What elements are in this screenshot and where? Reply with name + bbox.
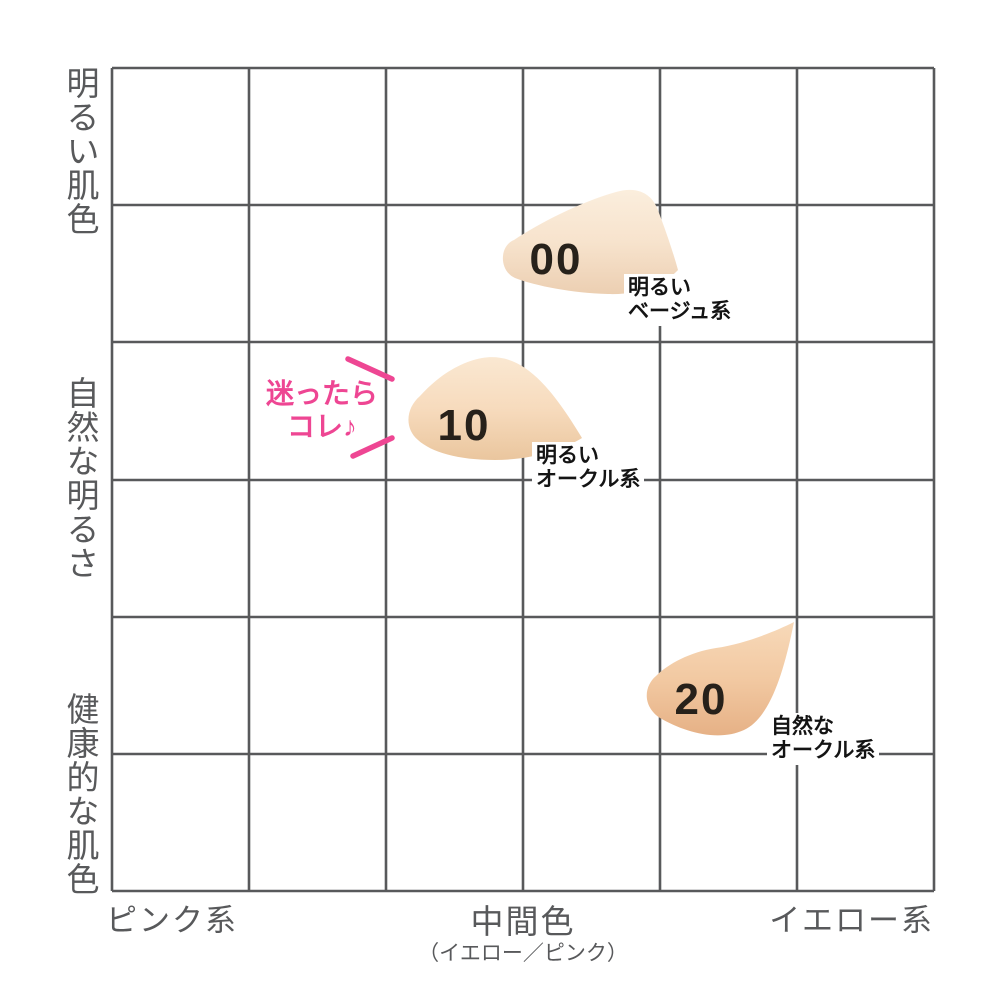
swatch-label-20: 自然な オークル系 xyxy=(767,713,880,765)
swatch-label-10-line1: 明るい xyxy=(536,444,599,467)
annotation-line2: コレ♪ xyxy=(286,411,358,442)
swatch-number-10: 10 xyxy=(437,401,491,450)
swatch-label-10: 明るい オークル系 xyxy=(532,442,645,494)
y-axis-label-healthy-skin: 健康的な肌色 xyxy=(62,692,99,896)
swatch-number-00: 00 xyxy=(529,235,583,284)
x-axis-label-yellow: イエロー系 xyxy=(769,903,934,938)
annotation-stroke-top xyxy=(345,356,395,382)
swatch-label-00-line2: ベージュ系 xyxy=(628,300,732,323)
swatch-smear-00 xyxy=(502,189,678,295)
annotation-stroke-bottom xyxy=(350,435,395,459)
grid-lines xyxy=(110,66,936,893)
swatch-number-20: 20 xyxy=(674,675,728,724)
swatch-label-00-line1: 明るい xyxy=(628,276,691,299)
swatch-label-20-line1: 自然な xyxy=(771,715,834,738)
y-axis-label-bright-skin: 明るい肌色 xyxy=(62,66,99,236)
swatch-label-20-line2: オークル系 xyxy=(771,739,876,762)
swatch-label-00: 明るい ベージュ系 xyxy=(624,274,736,326)
y-axis-label-natural-brightness: 自然な明るさ xyxy=(62,376,99,580)
annotation-line1: 迷ったら xyxy=(265,378,379,409)
annotation-text: 迷ったら コレ♪ xyxy=(266,377,378,443)
x-axis-sublabel-yellow-pink: （イエロー／ピンク） xyxy=(418,942,628,965)
x-axis-label-pink: ピンク系 xyxy=(106,903,238,938)
x-axis-label-neutral: 中間色 xyxy=(470,903,576,940)
swatch-label-10-line2: オークル系 xyxy=(536,468,641,491)
swatch-smear-10 xyxy=(408,357,582,460)
swatch-smear-20 xyxy=(646,622,794,736)
